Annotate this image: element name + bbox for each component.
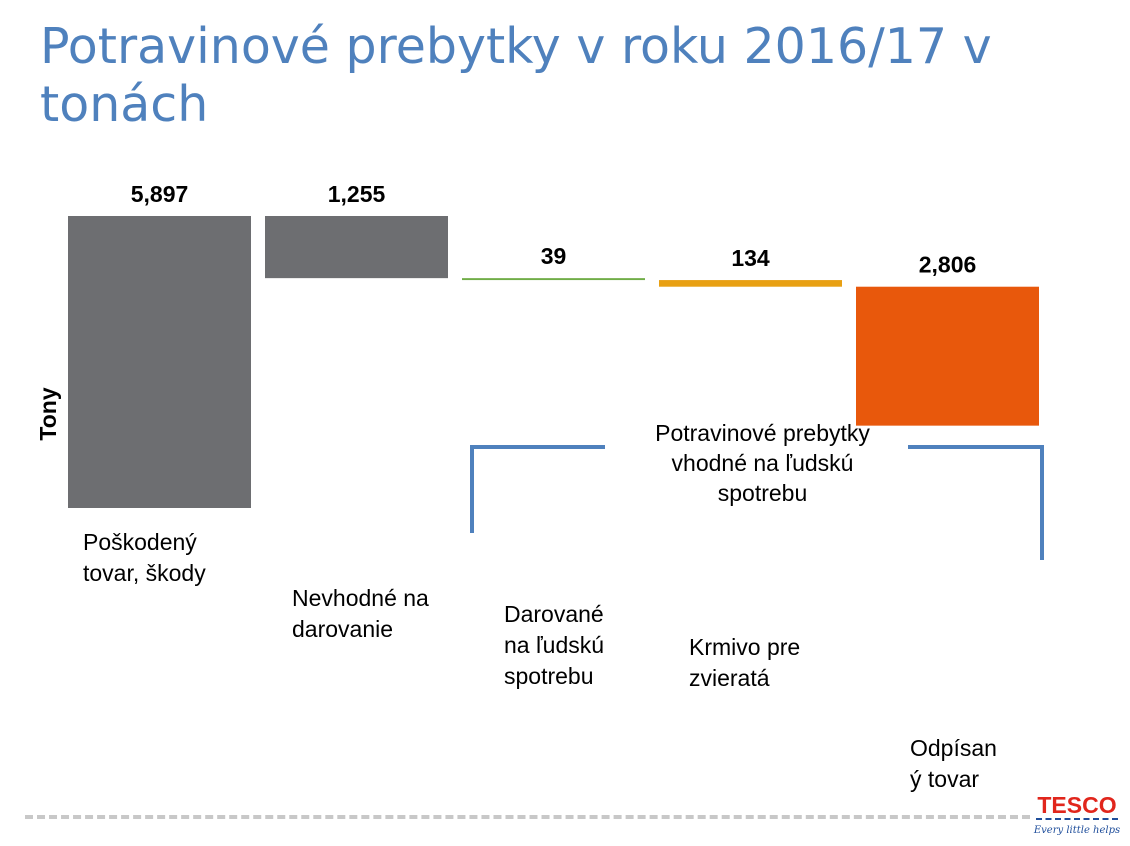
logo-wordmark: TESCO	[1037, 792, 1117, 818]
bracket-label: Potravinové prebytky vhodné na ľudskú sp…	[655, 420, 870, 506]
category-label-3: Krmivo pre zvieratá	[689, 634, 801, 691]
bar-1	[265, 216, 448, 279]
category-label-1: Nevhodné na darovanie	[292, 585, 429, 642]
category-label-0: Poškodený tovar, škody	[83, 529, 206, 586]
logo-stripes	[1036, 818, 1118, 825]
category-label-2: Darované na ľudskú spotrebu	[504, 601, 605, 689]
bar-4	[856, 286, 1039, 426]
bar-3	[659, 280, 842, 287]
value-label-0: 5,897	[131, 181, 189, 207]
page-title: Potravinové prebytky v roku 2016/17 v to…	[40, 18, 992, 133]
value-label-2: 39	[541, 243, 567, 269]
logo-tagline: Every little helps	[1033, 825, 1121, 836]
value-label-4: 2,806	[919, 252, 977, 278]
category-label-4: Odpísan ý tovar	[910, 735, 997, 792]
value-label-1: 1,255	[328, 181, 386, 207]
bracket-line-right	[908, 445, 1044, 560]
bar-2	[462, 278, 645, 281]
tesco-logo: TESCO Every little helps	[1032, 792, 1122, 840]
footer-divider	[25, 815, 1030, 819]
bar-0	[68, 216, 251, 508]
bracket-line-left	[470, 445, 605, 533]
value-label-3: 134	[731, 245, 770, 271]
